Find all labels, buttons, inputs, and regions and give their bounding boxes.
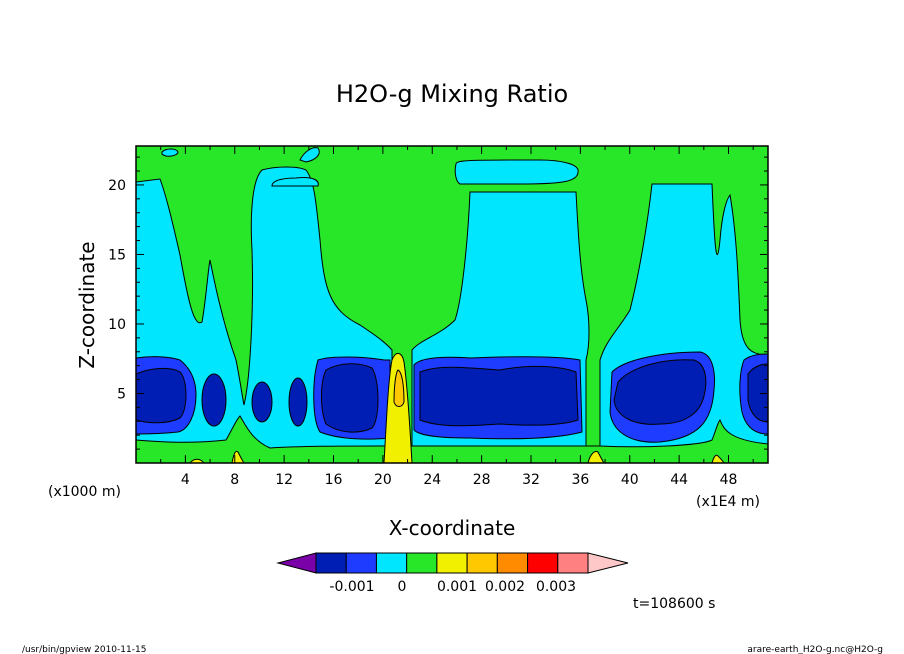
x-tick-label: 4 (181, 472, 190, 488)
y-tick-label: 10 (108, 317, 126, 333)
x-tick-label: 28 (473, 472, 491, 488)
x-tick-label: 8 (230, 472, 239, 488)
colorbar-label: -0.001 (329, 579, 374, 595)
footer-right: arare-earth_H2O-g.nc@H2O-g (747, 645, 883, 654)
x-tick-label: 32 (522, 472, 540, 488)
colorbar-segment (345, 552, 377, 574)
chart-title: H2O-g Mixing Ratio (336, 80, 568, 108)
surface-green-strip (135, 415, 769, 464)
colorbar-segment (406, 552, 438, 574)
y-axis: 5 10 15 20 (108, 156, 768, 450)
colorbar: -0.001 0 0.001 0.002 0.003 (276, 552, 629, 595)
plot-area (135, 145, 769, 464)
colorbar-label: 0 (398, 579, 407, 595)
y-tick-label: 15 (108, 247, 126, 263)
x-tick-label: 48 (720, 472, 738, 488)
colorbar-label: 0.001 (437, 579, 477, 595)
x-tick-label: 36 (571, 472, 589, 488)
y-axis-label: Z-coordinate (75, 241, 99, 368)
x-tick-label: 40 (621, 472, 639, 488)
x-tick-label: 44 (670, 472, 688, 488)
colorbar-segment (375, 552, 408, 574)
time-label: t=108600 s (633, 596, 715, 612)
high-region (188, 353, 725, 464)
colorbar-arrow-low (276, 552, 317, 574)
x-tick-label: 12 (275, 472, 293, 488)
colorbar-segment (436, 552, 468, 574)
x-tick-label: 20 (374, 472, 392, 488)
x-tick-label: 24 (423, 472, 441, 488)
x-unit-right: (x1E4 m) (696, 494, 760, 510)
colorbar-segment (466, 552, 498, 574)
footer-left: /usr/bin/gpview 2010-11-15 (22, 645, 146, 654)
x-axis-label: X-coordinate (389, 516, 516, 540)
y-tick-label: 5 (117, 386, 126, 402)
colorbar-arrow-high (587, 552, 629, 574)
colorbar-segment (315, 552, 347, 574)
x-axis: 4 8 12 16 20 24 28 32 36 40 44 48 (160, 146, 754, 488)
x-unit-left: (x1000 m) (48, 484, 121, 500)
colorbar-label: 0.002 (485, 579, 525, 595)
colorbar-segment (527, 552, 559, 574)
colorbar-segment (496, 552, 529, 574)
x-tick-label: 16 (325, 472, 343, 488)
y-tick-label: 20 (108, 178, 126, 194)
colorbar-label: 0.003 (536, 579, 576, 595)
dark-blue-core (135, 359, 769, 433)
colorbar-segment (557, 552, 589, 574)
plot-frame (135, 145, 769, 464)
